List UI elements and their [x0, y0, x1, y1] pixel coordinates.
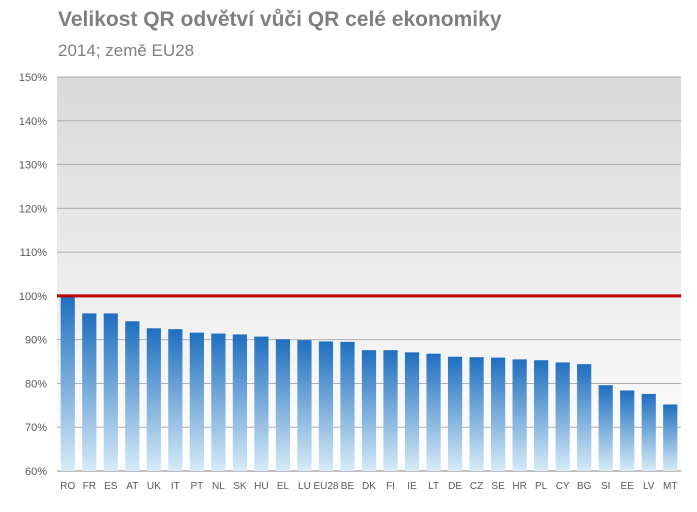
bars	[60, 295, 678, 471]
bar-mt	[663, 404, 678, 471]
x-tick-label: CZ	[470, 481, 483, 492]
x-tick-label: SK	[233, 481, 247, 492]
bar-sk	[232, 334, 247, 471]
x-tick-label: HU	[254, 481, 268, 492]
x-tick-label: NL	[212, 481, 225, 492]
x-tick-label: EE	[621, 481, 635, 492]
bar-es	[103, 313, 118, 471]
bar-se	[491, 357, 506, 471]
x-tick-label: ES	[104, 481, 118, 492]
bar-bg	[577, 364, 592, 471]
bar-cy	[555, 362, 570, 471]
x-tick-label: LT	[428, 481, 439, 492]
x-tick-label: BE	[341, 481, 355, 492]
bar-nl	[211, 333, 226, 471]
x-tick-label: EU28	[313, 481, 338, 492]
x-tick-label: EL	[277, 481, 290, 492]
y-tick-label: 90%	[25, 335, 47, 347]
bar-hr	[512, 359, 527, 471]
y-tick-label: 130%	[19, 160, 47, 172]
bar-lv	[641, 393, 656, 471]
chart-subtitle: 2014; země EU28	[58, 41, 195, 60]
x-tick-label: CY	[556, 481, 570, 492]
x-tick-label: FR	[83, 481, 96, 492]
x-tick-label: BG	[577, 481, 592, 492]
bar-ro	[60, 295, 75, 471]
bar-fr	[82, 313, 97, 471]
x-tick-label: LV	[643, 481, 655, 492]
x-tick-label: HR	[512, 481, 526, 492]
x-tick-label: FI	[386, 481, 395, 492]
bar-de	[447, 356, 463, 471]
x-tick-label: LU	[298, 481, 311, 492]
y-tick-label: 110%	[20, 247, 48, 259]
x-tick-label: IT	[171, 481, 180, 492]
x-tick-label: IE	[407, 481, 417, 492]
x-tick-label: PL	[535, 481, 548, 492]
x-tick-label: MT	[663, 481, 677, 492]
y-tick-label: 150%	[19, 72, 47, 84]
y-tick-label: 70%	[25, 422, 47, 434]
bar-lt	[426, 353, 441, 471]
bar-it	[168, 329, 183, 471]
bar-pl	[534, 360, 549, 471]
bar-be	[340, 341, 355, 471]
y-tick-label: 100%	[19, 291, 47, 303]
y-tick-label: 80%	[25, 378, 47, 390]
bar-el	[275, 339, 291, 471]
bar-eu28	[318, 341, 334, 471]
x-tick-label: SE	[491, 481, 505, 492]
bar-uk	[146, 328, 161, 471]
bar-cz	[469, 357, 484, 471]
y-tick-label: 60%	[25, 466, 47, 478]
x-tick-label: DK	[362, 481, 376, 492]
bar-ie	[404, 352, 420, 471]
bar-ee	[620, 390, 635, 471]
bar-pt	[189, 332, 204, 471]
bar-fi	[383, 350, 398, 471]
x-tick-label: UK	[147, 481, 161, 492]
y-axis-ticks: 60% 70% 80% 90% 100% 110% 120% 130% 140% 150%	[19, 72, 47, 478]
y-tick-label: 140%	[19, 116, 47, 128]
bar-lu	[297, 340, 312, 471]
x-tick-label: SI	[601, 481, 610, 492]
x-tick-label: RO	[60, 481, 75, 492]
x-axis-labels: RO FR ES AT UK IT PT NL SK HU EL LU EU28 BE DK FI IE LT DE…	[60, 481, 677, 492]
x-tick-label: PT	[190, 481, 203, 492]
chart-title: Velikost QR odvětví vůči QR celé ekonomi…	[58, 8, 502, 31]
x-tick-label: AT	[126, 481, 138, 492]
bar-dk	[361, 350, 377, 471]
bar-si	[598, 385, 613, 471]
bar-at	[125, 321, 140, 471]
y-tick-label: 120%	[19, 203, 47, 215]
bar-hu	[254, 336, 269, 471]
x-tick-label: DE	[448, 481, 462, 492]
